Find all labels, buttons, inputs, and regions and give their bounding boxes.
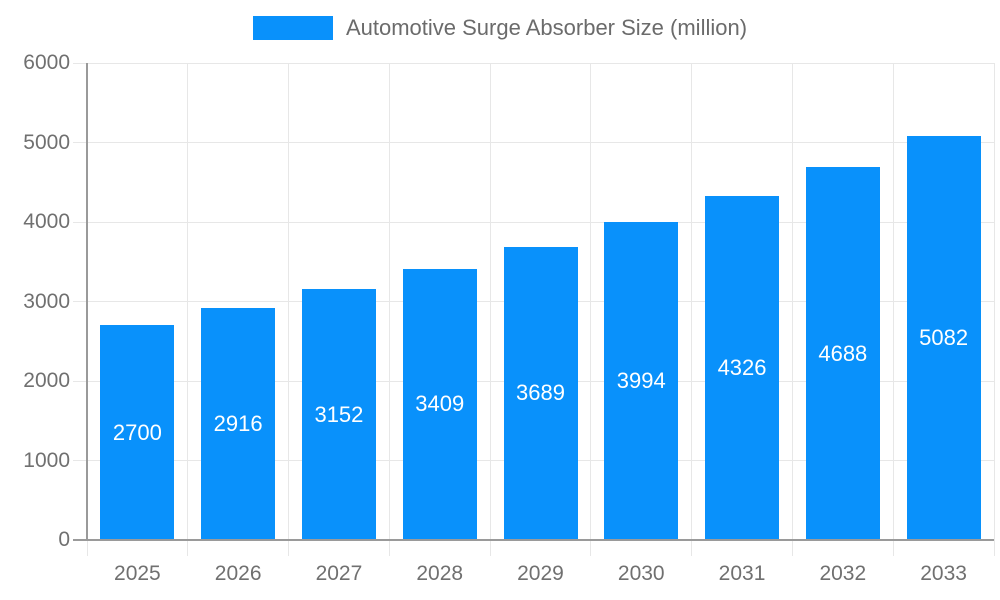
x-axis-tick-label: 2027	[315, 562, 363, 585]
y-axis-tick-label: 1000	[23, 448, 70, 472]
x-axis-tick-label: 2031	[718, 562, 766, 585]
bar-value-label: 3152	[314, 401, 364, 427]
bar-2031[interactable]: 4326	[705, 196, 780, 540]
bar-value-label: 2916	[213, 411, 263, 437]
x-axis-tick-label: 2030	[617, 562, 665, 585]
legend: Automotive Surge Absorber Size (million)	[0, 0, 1000, 56]
x-axis-tick-label: 2029	[517, 562, 564, 585]
y-gridline	[73, 142, 994, 143]
bar-2030[interactable]: 3994	[604, 222, 679, 540]
x-axis-tick-label: 2033	[920, 562, 967, 585]
x-gridline	[691, 63, 693, 556]
x-gridline	[590, 63, 592, 556]
x-gridline	[388, 63, 390, 556]
y-axis-tick-label: 0	[58, 528, 70, 551]
bar-value-label: 2700	[112, 419, 162, 445]
bar-value-label: 4688	[818, 340, 868, 366]
legend-swatch	[252, 16, 333, 40]
bar-2028[interactable]: 3409	[402, 268, 477, 540]
x-gridline	[288, 63, 290, 556]
x-axis-tick-label: 2032	[819, 562, 867, 585]
y-gridline	[73, 221, 994, 223]
x-gridline	[892, 63, 894, 556]
y-axis-tick-label: 5000	[23, 130, 70, 154]
bar-value-label: 3994	[616, 368, 666, 394]
x-axis-tick-label: 2028	[416, 562, 464, 585]
bar-value-label: 5082	[919, 324, 969, 350]
x-gridline	[489, 63, 491, 556]
x-gridline	[993, 63, 995, 556]
y-axis-tick-label: 6000	[23, 51, 70, 74]
y-axis-line	[86, 63, 88, 540]
x-gridline	[187, 63, 189, 556]
bar-2025[interactable]: 2700	[100, 325, 175, 540]
y-axis-tick-label: 4000	[23, 210, 70, 233]
legend-label: Automotive Surge Absorber Size (million)	[345, 15, 748, 40]
bar-value-label: 3409	[415, 391, 465, 417]
bar-2033[interactable]: 5082	[906, 135, 981, 540]
y-gridline	[73, 62, 994, 64]
bar-2032[interactable]: 4688	[805, 167, 880, 540]
x-axis-line	[73, 539, 994, 541]
y-axis-tick-label: 3000	[23, 289, 70, 313]
bar-value-label: 3689	[516, 380, 565, 406]
y-axis-tick-label: 2000	[23, 369, 70, 392]
x-axis-tick-label: 2025	[114, 562, 161, 585]
x-axis-tick-label: 2026	[214, 562, 262, 585]
x-gridline	[791, 63, 793, 556]
bar-2029[interactable]: 3689	[503, 246, 578, 540]
bar-2027[interactable]: 3152	[301, 289, 376, 540]
bar-2026[interactable]: 2916	[201, 308, 276, 540]
bar-value-label: 4326	[717, 355, 767, 381]
legend-item[interactable]: Automotive Surge Absorber Size (million)	[252, 15, 748, 41]
